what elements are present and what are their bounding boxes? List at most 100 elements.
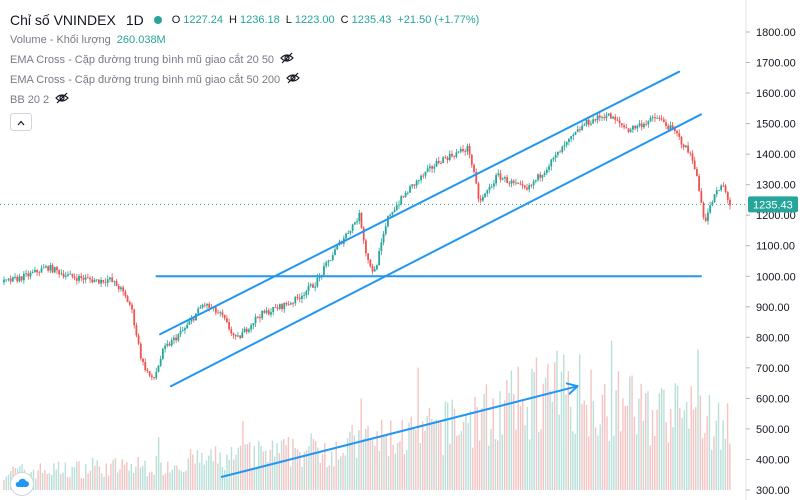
volume-bar bbox=[640, 383, 642, 490]
tradingview-logo-button[interactable] bbox=[10, 472, 34, 496]
volume-bar bbox=[89, 470, 92, 490]
symbol-title[interactable]: Chỉ số VNINDEX bbox=[10, 12, 116, 28]
volume-bar bbox=[271, 440, 274, 490]
channel-upper-line[interactable] bbox=[159, 70, 681, 336]
candle bbox=[221, 309, 224, 318]
candle bbox=[601, 115, 603, 122]
volume-bar bbox=[424, 430, 426, 490]
volume-bar bbox=[588, 436, 590, 490]
volume-bar bbox=[57, 461, 60, 490]
volume-bar bbox=[583, 400, 585, 490]
candle bbox=[695, 166, 698, 177]
volume-bar bbox=[715, 420, 717, 490]
candle bbox=[598, 112, 601, 122]
candle bbox=[629, 127, 632, 133]
volume-bar bbox=[314, 441, 317, 490]
volume-bar bbox=[385, 435, 387, 490]
candle bbox=[455, 148, 458, 159]
candle bbox=[217, 309, 219, 314]
y-tick-label: 1000.00 bbox=[756, 271, 796, 283]
volume-bar bbox=[522, 399, 524, 490]
chevron-up-icon bbox=[17, 113, 25, 131]
candle bbox=[371, 263, 374, 275]
candle bbox=[713, 194, 716, 203]
timeframe-label[interactable]: 1D bbox=[125, 12, 144, 28]
y-tick-label: 1400.00 bbox=[756, 149, 796, 161]
collapse-legend-button[interactable] bbox=[10, 113, 32, 131]
candle bbox=[596, 112, 599, 124]
candle bbox=[556, 151, 559, 158]
candle bbox=[56, 265, 58, 275]
volume-bar bbox=[478, 440, 481, 490]
candle bbox=[543, 170, 546, 178]
candle bbox=[62, 270, 65, 279]
candle bbox=[468, 143, 471, 159]
volume-bar bbox=[62, 472, 64, 490]
candle bbox=[20, 275, 23, 283]
volume-bar bbox=[692, 409, 695, 490]
volume-bar bbox=[569, 406, 572, 490]
volume-bar bbox=[524, 425, 526, 490]
candle bbox=[22, 271, 25, 284]
candle bbox=[241, 328, 244, 339]
volume-bars bbox=[3, 340, 731, 490]
eye-hidden-icon[interactable] bbox=[280, 51, 294, 69]
trendlines[interactable] bbox=[155, 70, 702, 478]
candle bbox=[689, 151, 692, 157]
volume-bar bbox=[326, 467, 328, 490]
volume-bar bbox=[244, 444, 246, 490]
volume-bar bbox=[267, 462, 269, 490]
volume-bar bbox=[567, 371, 570, 490]
volume-bar bbox=[631, 375, 633, 490]
y-tick-label: 700.00 bbox=[756, 363, 790, 375]
eye-hidden-icon[interactable] bbox=[286, 71, 301, 89]
candle bbox=[29, 270, 32, 280]
candle bbox=[281, 303, 283, 312]
candle bbox=[504, 175, 506, 183]
volume-trend-arrow-line[interactable] bbox=[220, 385, 579, 478]
candle bbox=[667, 123, 670, 131]
volume-bar bbox=[601, 394, 604, 490]
candle bbox=[40, 265, 43, 273]
volume-bar bbox=[526, 406, 529, 490]
candle bbox=[587, 117, 590, 128]
volume-bar bbox=[344, 455, 346, 490]
candle bbox=[71, 273, 74, 279]
eye-hidden-icon[interactable] bbox=[55, 91, 69, 109]
volume-bar bbox=[258, 440, 260, 490]
candle bbox=[296, 294, 299, 301]
candle bbox=[256, 315, 259, 319]
indicator-volume[interactable]: Volume - Khối lượng 260.038M bbox=[10, 30, 485, 50]
candle bbox=[711, 200, 714, 207]
channel-lower-line[interactable] bbox=[169, 113, 702, 388]
candle bbox=[590, 120, 592, 127]
indicator-bb[interactable]: BB 20 2 bbox=[10, 90, 485, 110]
volume-bar bbox=[376, 431, 378, 490]
volume-bar bbox=[440, 422, 442, 490]
candle bbox=[400, 194, 403, 206]
candle bbox=[523, 184, 526, 190]
volume-bar bbox=[189, 449, 192, 490]
candle bbox=[440, 160, 442, 165]
volume-bar bbox=[658, 393, 661, 490]
volume-bar bbox=[449, 443, 451, 490]
volume-bar bbox=[35, 478, 37, 490]
volume-bar bbox=[157, 437, 160, 490]
volume-bar bbox=[221, 466, 224, 490]
volume-bar bbox=[217, 463, 219, 490]
candle bbox=[60, 269, 63, 276]
indicator-ema-50-200[interactable]: EMA Cross - Cặp đường trung bình mũ giao… bbox=[10, 70, 485, 90]
volume-bar bbox=[116, 472, 119, 490]
candle bbox=[378, 247, 381, 266]
candle bbox=[726, 190, 729, 204]
volume-bar bbox=[289, 466, 292, 490]
candle bbox=[84, 274, 87, 284]
volume-bar bbox=[226, 454, 228, 490]
candle bbox=[122, 285, 125, 296]
volume-bar bbox=[305, 449, 308, 490]
volume-bar bbox=[629, 376, 631, 490]
candle bbox=[422, 173, 425, 179]
indicator-ema-20-50[interactable]: EMA Cross - Cặp đường trung bình mũ giao… bbox=[10, 50, 485, 70]
